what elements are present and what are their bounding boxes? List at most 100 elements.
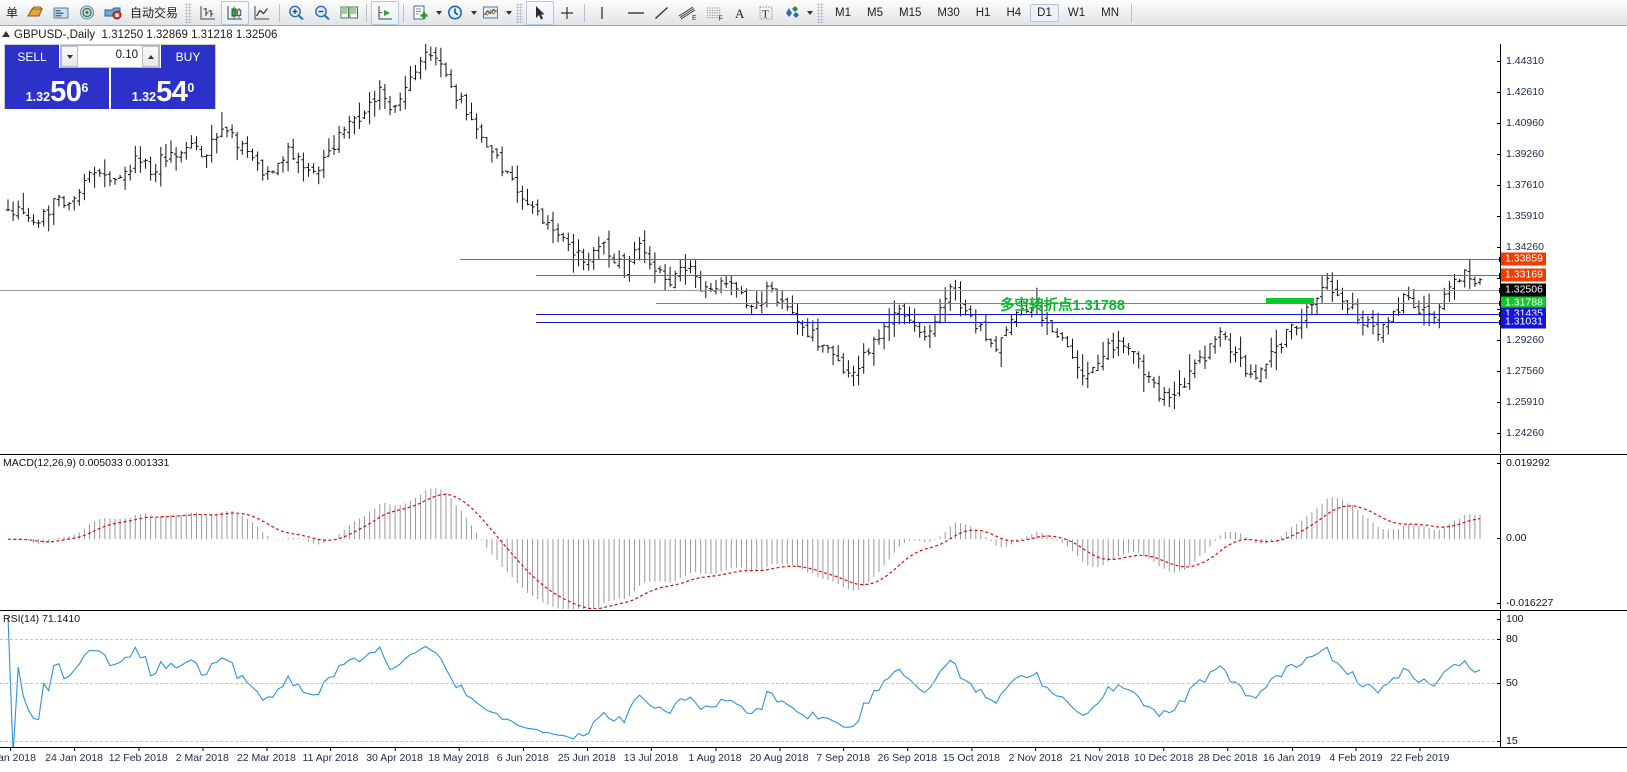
- shapes-icon[interactable]: [779, 2, 805, 24]
- toolbar-separator-5: [1131, 3, 1132, 22]
- autotrading-label[interactable]: 自动交易: [130, 6, 179, 20]
- volume-decrease-button[interactable]: [61, 46, 78, 67]
- price-tick: 1.42610: [1497, 86, 1544, 98]
- date-tick: 1 Aug 2018: [688, 747, 742, 764]
- new-chart-icon[interactable]: [408, 2, 434, 24]
- svg-text:F: F: [719, 15, 723, 22]
- new-chart-dropdown-icon[interactable]: [434, 11, 443, 15]
- date-tick: 13 Jul 2018: [623, 747, 679, 764]
- price-label-pivot[interactable]: 1.31788: [1501, 296, 1546, 310]
- price-tick: 1.25910: [1497, 396, 1544, 408]
- price-label-resistance-2[interactable]: 1.33169: [1501, 268, 1546, 282]
- period-dropdown-icon[interactable]: [469, 11, 478, 15]
- candlestick-chart-icon[interactable]: [221, 0, 250, 25]
- rsi-label: RSI(14) 71.1410: [3, 613, 81, 625]
- main-toolbar: 单 自动交易: [0, 0, 1627, 26]
- macd-pane[interactable]: MACD(12,26,9) 0.005033 0.001331 0.019292…: [0, 454, 1627, 609]
- volume-increase-button[interactable]: [142, 46, 159, 67]
- volume-input[interactable]: 0.10: [115, 49, 138, 61]
- timeframe-m5[interactable]: M5: [867, 6, 883, 19]
- toolbar-grip-3[interactable]: [817, 2, 825, 23]
- horizontal-line-icon[interactable]: [623, 2, 649, 24]
- toolbar-separator: [279, 3, 281, 22]
- date-tick: 30 Apr 2018: [366, 747, 423, 764]
- macd-tick: 0.00: [1496, 532, 1526, 544]
- price-line-support-2[interactable]: [536, 319, 1504, 325]
- date-tick: 2 Mar 2018: [175, 747, 229, 764]
- one-click-trade-panel[interactable]: SELL 0.10 BUY 1.32 50 6 1.32 54 0: [4, 44, 216, 109]
- timeframe-h4[interactable]: H4: [1006, 6, 1022, 19]
- timeframe-d1[interactable]: D1: [1030, 3, 1059, 22]
- pivot-marker-segment[interactable]: [1266, 298, 1314, 303]
- price-pane[interactable]: 多空转折点1.31788 1.44310 1.42610 1.40960 1.3…: [0, 44, 1627, 453]
- sell-button[interactable]: SELL: [5, 45, 59, 68]
- rsi-grid-80: [0, 639, 1500, 640]
- crosshair-icon[interactable]: [554, 2, 580, 24]
- price-label-resistance-1[interactable]: 1.33859: [1501, 252, 1546, 266]
- price-tick: 1.34260: [1497, 241, 1544, 253]
- price-scale[interactable]: 1.44310 1.42610 1.40960 1.39260 1.37610 …: [1497, 44, 1627, 453]
- date-tick: 15 Oct 2018: [942, 747, 1000, 764]
- rsi-pane[interactable]: RSI(14) 71.1410 100 80 50 15: [0, 610, 1627, 748]
- chart-canvas[interactable]: GBPUSD-,Daily 1.31250 1.32869 1.31218 1.…: [0, 26, 1627, 772]
- indicators-dropdown-icon[interactable]: [504, 11, 513, 15]
- macd-tick: 0.019292: [1497, 457, 1550, 469]
- trendline-icon[interactable]: [649, 2, 675, 24]
- bar-chart-icon[interactable]: [195, 2, 221, 24]
- shapes-dropdown-icon[interactable]: [805, 11, 814, 15]
- line-chart-icon[interactable]: [249, 2, 275, 24]
- price-label-support-2[interactable]: 1.31031: [1501, 315, 1546, 329]
- gold-bar-icon[interactable]: [22, 2, 48, 24]
- sell-price-main: 50: [50, 76, 82, 109]
- cursor-icon[interactable]: [526, 0, 555, 25]
- price-line-resistance-2[interactable]: [536, 272, 1504, 278]
- timeframe-h1[interactable]: H1: [975, 6, 991, 19]
- autotrading-icon[interactable]: [100, 2, 126, 24]
- price-line-resistance-1[interactable]: [460, 256, 1504, 262]
- buy-price-display[interactable]: 1.32 54 0: [111, 68, 215, 109]
- zoom-out-icon[interactable]: [310, 2, 336, 24]
- macd-axis-line: [1500, 455, 1501, 609]
- buy-price-main: 54: [156, 76, 188, 109]
- fibonacci-icon[interactable]: F: [701, 2, 727, 24]
- text-label-icon[interactable]: A: [727, 2, 753, 24]
- toolbar-separator-4: [584, 3, 586, 22]
- period-icon[interactable]: [443, 2, 469, 24]
- text-box-icon[interactable]: T: [753, 2, 779, 24]
- date-tick: 2 Nov 2018: [1008, 747, 1063, 764]
- rsi-tick: 100: [1497, 613, 1524, 625]
- date-tick: 28 Dec 2018: [1197, 747, 1258, 764]
- collapse-triangle-icon[interactable]: [2, 31, 10, 37]
- zoom-in-icon[interactable]: [284, 2, 310, 24]
- date-tick: 5 Jan 2018: [0, 747, 36, 764]
- ohlc-values: 1.31250 1.32869 1.31218 1.32506: [101, 29, 278, 41]
- volume-stepper[interactable]: 0.10: [60, 45, 160, 68]
- rsi-tick: 15: [1497, 735, 1518, 747]
- timeframe-m1[interactable]: M1: [835, 6, 852, 19]
- sell-price-prefix: 1.32: [25, 90, 51, 104]
- price-axis-line: [1500, 44, 1501, 453]
- vertical-line-icon[interactable]: [589, 2, 615, 24]
- symbol-period-label: GBPUSD-,Daily: [14, 29, 96, 41]
- toolbar-grip-2[interactable]: [516, 2, 524, 23]
- date-tick: 18 May 2018: [428, 747, 489, 764]
- data-window-icon[interactable]: [371, 0, 400, 25]
- price-tick: 1.40960: [1497, 117, 1544, 129]
- date-tick: 22 Feb 2019: [1390, 747, 1450, 764]
- equidistant-channel-icon[interactable]: E: [675, 2, 701, 24]
- timeframe-m15[interactable]: M15: [899, 6, 922, 19]
- timeframe-w1[interactable]: W1: [1067, 6, 1086, 19]
- signals-icon[interactable]: [74, 2, 100, 24]
- rsi-plot: [7, 616, 1481, 748]
- sell-price-display[interactable]: 1.32 50 6: [5, 68, 109, 109]
- toolbar-grip[interactable]: [185, 2, 193, 23]
- price-line-current: [0, 287, 1504, 293]
- tile-windows-icon[interactable]: [336, 2, 362, 24]
- buy-button[interactable]: BUY: [161, 45, 215, 68]
- price-tick: 1.35910: [1497, 210, 1544, 222]
- timeframe-mn[interactable]: MN: [1101, 6, 1119, 19]
- timeframe-m30[interactable]: M30: [937, 6, 960, 19]
- terminal-icon[interactable]: [48, 2, 74, 24]
- indicators-icon[interactable]: [478, 2, 504, 24]
- rsi-tick: 80: [1497, 633, 1518, 645]
